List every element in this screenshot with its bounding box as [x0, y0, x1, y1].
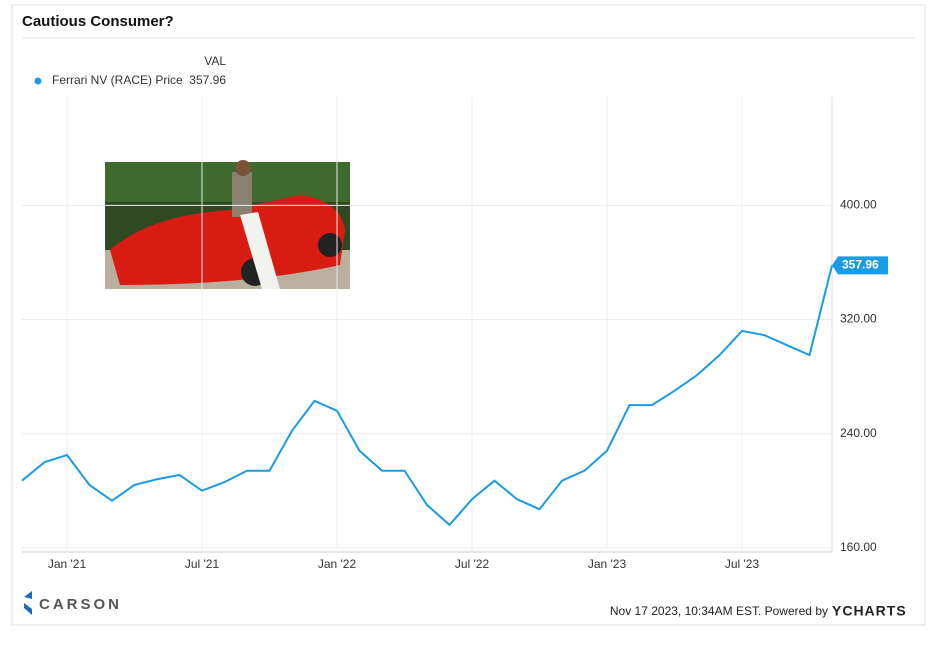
- legend-header: VAL: [204, 54, 226, 68]
- x-tick-label: Jul '22: [455, 557, 490, 571]
- x-tick-label: Jul '23: [725, 557, 760, 571]
- footer: Nov 17 2023, 10:34AM EST. Powered by: [610, 604, 828, 618]
- photo: [105, 160, 350, 289]
- x-tick-label: Jul '21: [185, 557, 220, 571]
- price-line: [21, 265, 833, 527]
- legend-dot: [34, 77, 42, 85]
- price-tag: 357.96: [842, 258, 879, 272]
- chart-title: Cautious Consumer?: [22, 13, 174, 30]
- y-tick-label: 240.00: [840, 426, 877, 440]
- y-tick-label: 320.00: [840, 312, 877, 326]
- x-tick-label: Jan '23: [588, 557, 627, 571]
- logo-mark: [24, 591, 32, 615]
- x-tick-label: Jan '22: [318, 557, 357, 571]
- price-tag-bg: [832, 256, 888, 275]
- y-tick-label: 160.00: [840, 540, 877, 554]
- brand: YCHARTS: [832, 603, 907, 619]
- legend-label: Ferrari NV (RACE) Price: [52, 73, 183, 87]
- legend-value: 357.96: [189, 73, 226, 87]
- y-tick-label: 400.00: [840, 198, 877, 212]
- logo-text: CARSON: [39, 596, 122, 613]
- x-tick-label: Jan '21: [48, 557, 87, 571]
- frame: [11, 4, 926, 626]
